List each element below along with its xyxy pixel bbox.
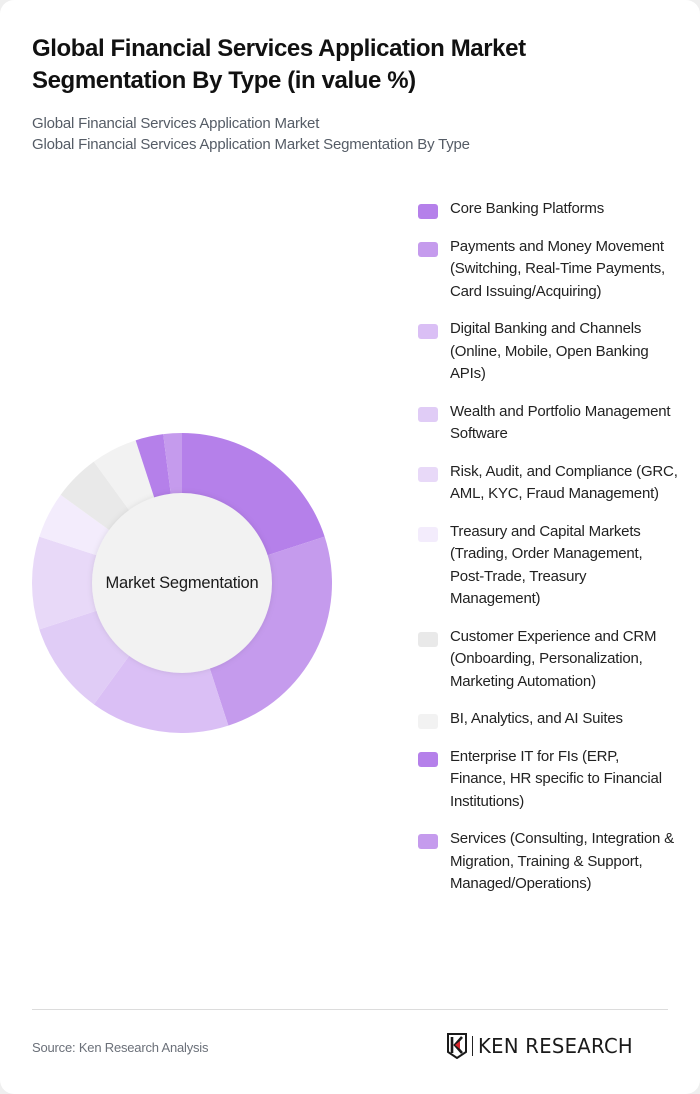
legend-swatch-icon [418,324,438,339]
legend-item[interactable]: Enterprise IT for FIs (ERP, Finance, HR … [418,746,678,814]
ken-research-logo[interactable]: KEN RESEARCH [447,1033,669,1059]
legend-label: Enterprise IT for FIs (ERP, Finance, HR … [450,747,662,810]
legend-swatch-icon [418,834,438,849]
chart-title: Global Financial Services Application Ma… [32,35,526,94]
legend-swatch-icon [418,714,438,729]
legend-label: Risk, Audit, and Compliance (GRC, AML, K… [450,462,678,503]
legend-swatch-icon [418,466,438,482]
legend-item[interactable]: Customer Experience and CRM (Onboarding,… [418,626,678,694]
legend-label: Digital Banking and Channels (Online, Mo… [450,320,649,382]
subtitle-line-2: Global Financial Services Application Ma… [32,136,470,153]
legend-item[interactable]: BI, Analytics, and AI Suites [418,708,678,731]
donut-chart: Market Segmentation [32,433,332,733]
legend-label: Payments and Money Movement (Switching, … [450,237,665,300]
legend-item[interactable]: Services (Consulting, Integration & Migr… [418,828,678,896]
legend-label: BI, Analytics, and AI Suites [450,710,623,727]
legend-item[interactable]: Digital Banking and Channels (Online, Mo… [418,318,678,386]
legend-label: Services (Consulting, Integration & Migr… [450,830,674,892]
legend-item[interactable]: Risk, Audit, and Compliance (GRC, AML, K… [418,461,678,506]
legend-swatch-icon [418,526,438,542]
legend-label: Wealth and Portfolio Management Software [450,402,671,443]
legend-swatch-icon [418,406,438,422]
legend-item[interactable]: Treasury and Capital Markets (Trading, O… [418,521,678,611]
legend-swatch-icon [418,631,438,647]
source-note: Source: Ken Research Analysis [32,1040,209,1055]
donut-svg [32,433,332,733]
legend-item[interactable]: Payments and Money Movement (Switching, … [418,236,678,304]
chart-subtitle: Global Financial Services Application Ma… [32,113,672,155]
legend-label: Treasury and Capital Markets (Trading, O… [450,522,643,608]
legend-swatch-icon [418,241,438,257]
legend-label: Core Banking Platforms [450,200,605,217]
legend: Core Banking Platforms Payments and Mone… [418,198,678,911]
legend-swatch-icon [418,204,438,219]
donut-hole [92,493,272,673]
legend-label: Customer Experience and CRM (Onboarding,… [450,627,657,690]
logo-text: KEN RESEARCH [478,1034,633,1058]
logo-separator [472,1036,473,1056]
legend-item[interactable]: Wealth and Portfolio Management Software [418,401,678,446]
footer-divider [32,1009,668,1010]
legend-swatch-icon [418,751,438,767]
subtitle-line-1: Global Financial Services Application Ma… [32,115,320,132]
legend-item[interactable]: Core Banking Platforms [418,198,678,221]
ken-research-shield-icon [447,1033,467,1059]
